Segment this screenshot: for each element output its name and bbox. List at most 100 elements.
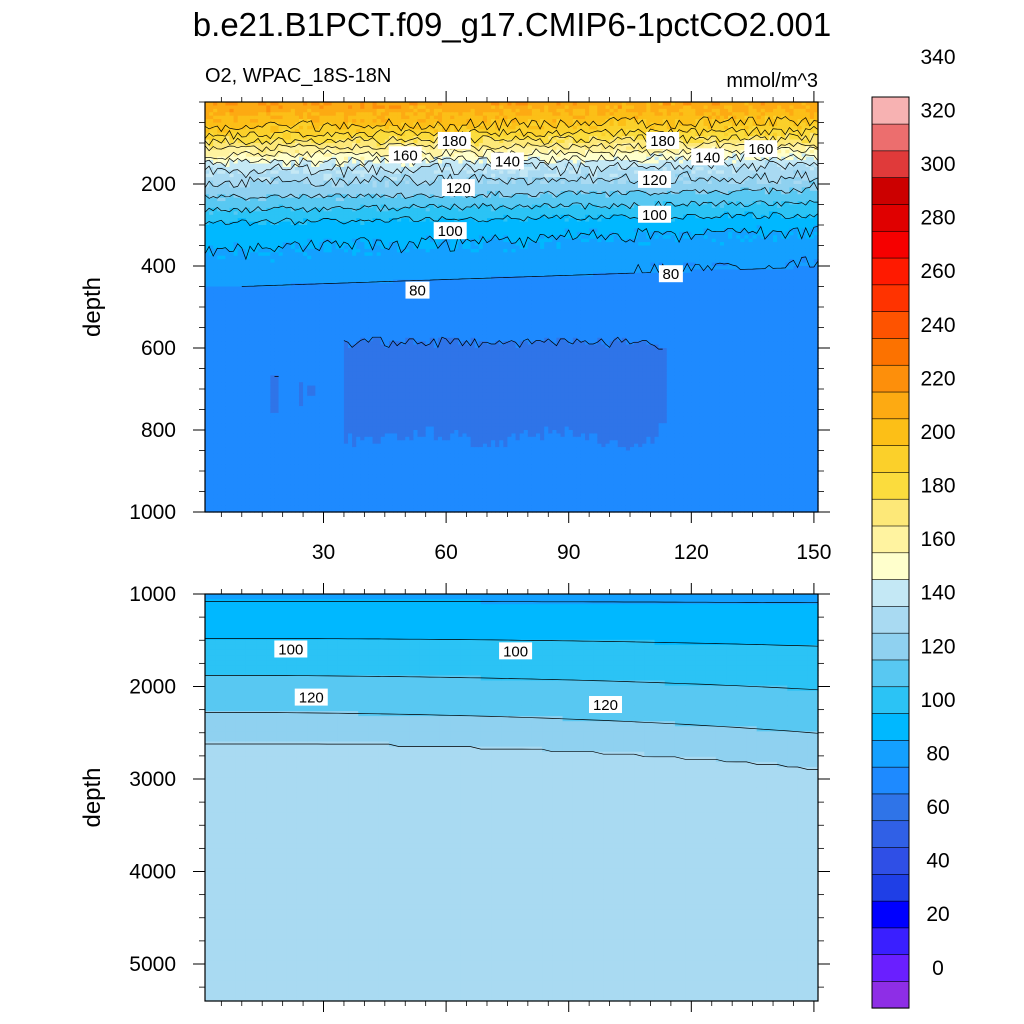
field-cell [307, 140, 312, 144]
field-cell [221, 297, 226, 301]
field-cell [279, 492, 284, 496]
field-cell [319, 427, 324, 431]
field-cell [311, 345, 316, 349]
field-cell [225, 307, 230, 311]
field-cell [287, 222, 292, 226]
field-cell [324, 266, 329, 270]
field-cell [225, 396, 230, 400]
field-cell [344, 184, 349, 188]
field-cell [283, 396, 288, 400]
field-cell [336, 437, 341, 441]
field-cell [352, 317, 357, 321]
field-cell [258, 410, 263, 414]
field-cell [213, 379, 218, 383]
field-cell [344, 498, 349, 502]
field-cell [279, 276, 284, 280]
field-cell [336, 358, 341, 362]
field-cell [344, 256, 349, 260]
field-cell [311, 365, 316, 369]
field-cell [348, 389, 353, 393]
field-cell [217, 201, 222, 205]
field-cell [340, 334, 345, 338]
field-cell [205, 416, 210, 420]
field-cell [332, 266, 337, 270]
field-cell [328, 334, 333, 338]
field-cell [307, 498, 312, 502]
field-cell [225, 478, 230, 482]
field-cell [348, 334, 353, 338]
field-cell [234, 437, 239, 441]
field-cell [360, 399, 365, 403]
field-cell [332, 222, 337, 226]
field-cell [344, 297, 349, 301]
field-cell [303, 263, 308, 267]
field-cell [238, 451, 243, 455]
field-cell [225, 266, 230, 270]
field-cell [344, 324, 349, 328]
field-cell [266, 293, 271, 297]
field-cell [352, 205, 357, 209]
field-cell [205, 348, 210, 352]
field-cell [234, 276, 239, 280]
field-cell [364, 235, 369, 239]
field-cell [242, 369, 247, 373]
field-cell [262, 406, 267, 410]
field-cell [311, 416, 316, 420]
field-cell [295, 358, 300, 362]
field-cell [360, 457, 365, 461]
field-cell [254, 334, 259, 338]
field-cell [225, 437, 230, 441]
field-cell [368, 399, 373, 403]
field-cell [324, 502, 329, 506]
field-cell [315, 276, 320, 280]
field-cell [344, 348, 349, 352]
field-cell [336, 225, 341, 229]
field-cell [225, 222, 230, 226]
field-cell [311, 263, 316, 267]
field-cell [266, 379, 271, 383]
field-cell [352, 133, 357, 137]
field-cell [291, 498, 296, 502]
field-cell [246, 492, 251, 496]
field-cell [311, 266, 316, 270]
field-cell [360, 276, 365, 280]
field-cell [213, 502, 218, 506]
field-cell [332, 338, 337, 342]
field-cell [324, 488, 329, 492]
field-cell [373, 109, 378, 113]
field-cell [209, 328, 214, 332]
field-cell [262, 256, 267, 260]
field-cell [324, 471, 329, 475]
field-cell [319, 276, 324, 280]
field-cell [344, 358, 349, 362]
field-cell [360, 133, 365, 137]
field-cell [303, 488, 308, 492]
field-cell [332, 235, 337, 239]
field-cell [332, 437, 337, 441]
field-cell [283, 389, 288, 393]
field-cell [217, 369, 222, 373]
field-cell [230, 386, 235, 390]
field-cell [266, 263, 271, 267]
field-cell [266, 396, 271, 400]
field-cell [221, 430, 226, 434]
field-cell [217, 170, 222, 174]
field-cell [307, 437, 312, 441]
field-cell [352, 273, 357, 277]
field-cell [270, 478, 275, 482]
field-cell [287, 252, 292, 256]
field-cell [311, 427, 316, 431]
field-cell [217, 287, 222, 291]
field-cell [324, 369, 329, 373]
field-cell [270, 358, 275, 362]
field-cell [315, 112, 320, 116]
field-cell [238, 263, 243, 267]
field-cell [287, 488, 292, 492]
field-cell [254, 468, 259, 472]
field-cell [225, 468, 230, 472]
field-cell [262, 317, 267, 321]
field-cell [348, 119, 353, 123]
field-cell [324, 181, 329, 185]
field-cell [348, 348, 353, 352]
field-cell [299, 307, 304, 311]
